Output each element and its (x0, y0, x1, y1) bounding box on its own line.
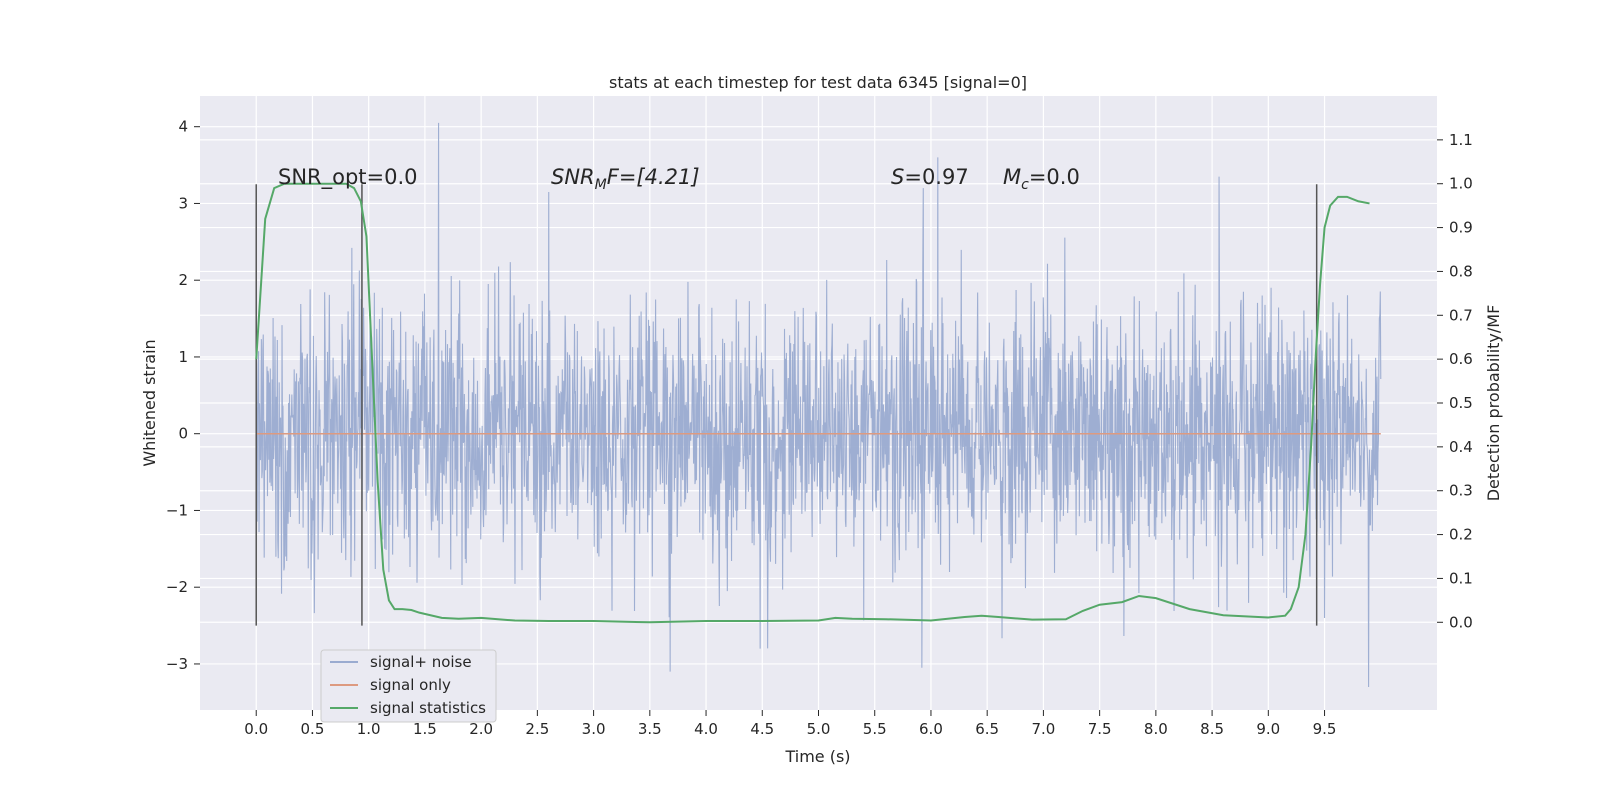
x-tick-label: 7.0 (1031, 720, 1055, 738)
legend-label-statistics: signal statistics (370, 699, 486, 717)
annotation-mc-rest: =0.0 (1029, 165, 1080, 189)
annotation-s: S=0.97 (891, 165, 969, 189)
y-tick-label: −2 (166, 578, 188, 596)
statistics-series (255, 182, 1370, 624)
marker-lines (255, 184, 1318, 626)
y-right-tick-label: 0.3 (1449, 482, 1473, 500)
y-axis-left: −3 −2 −1 0 1 2 3 4 (166, 118, 200, 673)
annotation-s-base: S (891, 165, 904, 189)
x-tick-label: 6.0 (919, 720, 943, 738)
legend: signal+ noise signal only signal statist… (320, 649, 497, 723)
x-tick-label: 4.0 (694, 720, 718, 738)
y-right-tick-label: 0.2 (1449, 526, 1473, 544)
y-axis-label: Whitened strain (140, 339, 159, 466)
x-tick-label: 8.0 (1144, 720, 1168, 738)
annotation-mc: Mc=0.0 (1003, 165, 1080, 193)
x-tick-label: 5.5 (863, 720, 887, 738)
x-tick-label: 9.5 (1313, 720, 1337, 738)
y-right-tick-label: 0.9 (1449, 219, 1473, 237)
x-tick-label: 6.5 (975, 720, 999, 738)
noise-series (255, 122, 1382, 687)
x-tick-label: 0.5 (301, 720, 325, 738)
y-right-tick-label: 1.0 (1449, 175, 1473, 193)
y-right-tick-label: 0.8 (1449, 262, 1473, 280)
y-right-tick-label: 0.7 (1449, 306, 1473, 324)
y-right-tick-label: 0.4 (1449, 438, 1473, 456)
x-tick-label: 1.5 (413, 720, 437, 738)
x-tick-label: 3.0 (582, 720, 606, 738)
x-tick-label: 7.5 (1088, 720, 1112, 738)
chart-title: stats at each timestep for test data 634… (609, 73, 1027, 92)
x-tick-label: 3.5 (638, 720, 662, 738)
y-axis-label-right: Detection probability/MF (1484, 305, 1503, 502)
x-tick-label: 8.5 (1200, 720, 1224, 738)
x-tick-label: 4.5 (750, 720, 774, 738)
y-right-tick-label: 0.6 (1449, 350, 1473, 368)
y-tick-label: 1 (178, 348, 188, 366)
y-tick-label: −3 (166, 655, 188, 673)
y-right-tick-label: 1.1 (1449, 131, 1473, 149)
annotation-mc-sub: c (1021, 177, 1029, 193)
y-axis-right: 0.0 0.1 0.2 0.3 0.4 0.5 0.6 0.7 0.8 0.9 1.0 1.1 (1437, 131, 1473, 631)
legend-label-noise: signal+ noise (370, 653, 472, 671)
x-tick-label: 5.0 (807, 720, 831, 738)
y-right-tick-label: 0.5 (1449, 394, 1473, 412)
annotation-snr-mf-base: SNR (551, 165, 595, 189)
legend-box (320, 649, 497, 723)
annotation-snr-mf: SNRMF=[4.21] (551, 165, 700, 193)
y-tick-label: 3 (178, 194, 188, 212)
y-right-tick-label: 0.0 (1449, 613, 1473, 631)
annotation-s-rest: =0.97 (904, 165, 968, 189)
y-right-tick-label: 0.1 (1449, 569, 1473, 587)
legend-label-signal-only: signal only (370, 676, 451, 694)
x-tick-label: 9.0 (1256, 720, 1280, 738)
x-axis-label: Time (s) (784, 747, 850, 766)
annotation-snr-opt: SNR_opt=0.0 (278, 165, 418, 190)
y-tick-label: −1 (166, 501, 188, 519)
x-axis: 0.0 0.5 1.0 1.5 2.0 2.5 3.0 3.5 4.0 4.5 5.0 5.5 6.0 6… (244, 710, 1336, 738)
annotation-mc-base: M (1003, 165, 1021, 189)
y-tick-label: 4 (178, 118, 188, 136)
annotation-snr-mf-rest: F=[4.21] (607, 165, 700, 189)
x-tick-label: 0.0 (244, 720, 268, 738)
x-tick-label: 2.0 (469, 720, 493, 738)
signal-statistics-line (255, 182, 1370, 624)
y-tick-label: 2 (178, 271, 188, 289)
annotation-snr-mf-sub: M (595, 177, 607, 193)
y-tick-label: 0 (178, 425, 188, 443)
x-tick-label: 2.5 (525, 720, 549, 738)
signal-plus-noise-line (255, 122, 1382, 687)
x-tick-label: 1.0 (357, 720, 381, 738)
